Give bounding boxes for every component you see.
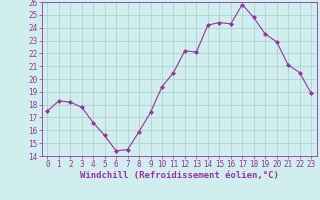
X-axis label: Windchill (Refroidissement éolien,°C): Windchill (Refroidissement éolien,°C) [80,171,279,180]
